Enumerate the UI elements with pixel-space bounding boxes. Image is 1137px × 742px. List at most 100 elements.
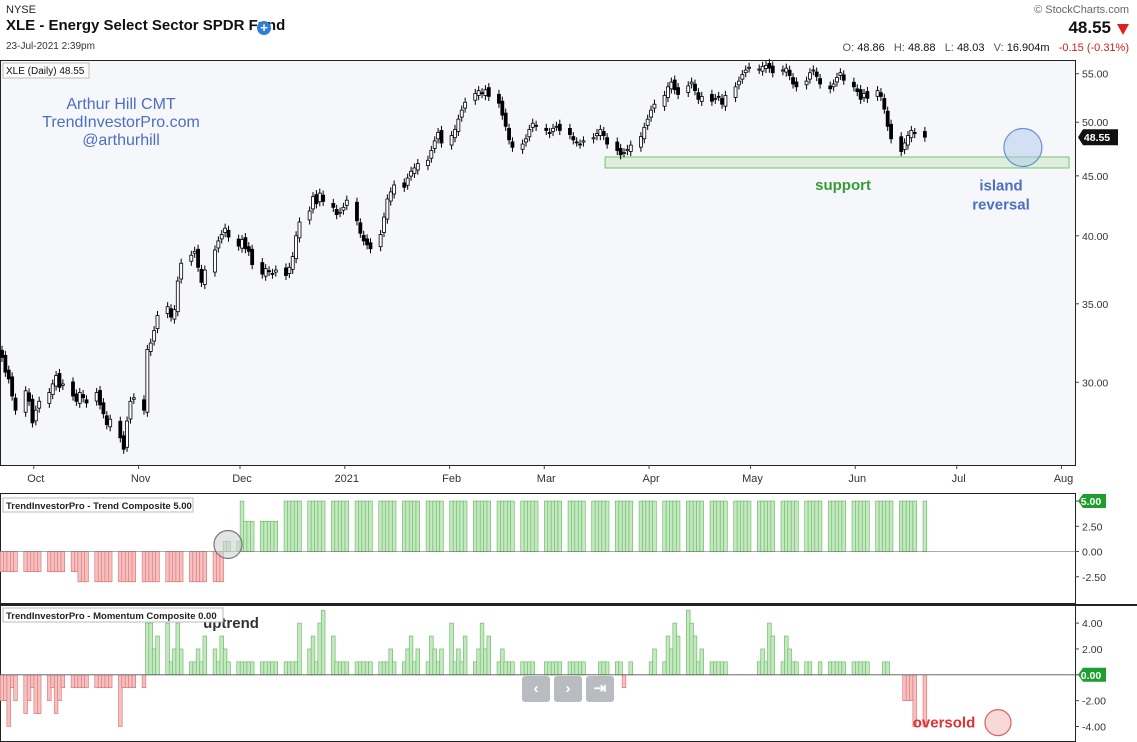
trend-bar xyxy=(628,500,633,552)
candle-body xyxy=(865,91,870,99)
candle-body xyxy=(652,103,657,109)
candle-body xyxy=(686,85,691,93)
island-reversal-marker xyxy=(1003,127,1043,168)
momentum-bar xyxy=(131,674,137,689)
candle-body xyxy=(267,270,271,273)
momentum-bar xyxy=(297,622,302,676)
candle-body xyxy=(716,95,721,98)
candle-body xyxy=(841,74,846,81)
next-button[interactable]: › xyxy=(554,676,582,702)
candle-body xyxy=(57,373,62,388)
candle-body xyxy=(121,435,126,450)
trend-legend: TrendInvestorPro - Trend Composite 5.00 xyxy=(6,501,192,512)
momentum-bar xyxy=(415,648,420,676)
candle-body xyxy=(382,216,386,233)
month-tick-label: Oct xyxy=(27,473,44,485)
low-label: L: xyxy=(944,42,954,54)
momentum-bar xyxy=(770,635,775,676)
momentum-bar xyxy=(439,648,444,676)
momentum-legend: TrendInvestorPro - Momentum Composite 0.… xyxy=(6,611,217,622)
candle-body xyxy=(409,170,413,177)
trend-legend-box xyxy=(2,497,194,513)
trend-bar xyxy=(699,500,704,552)
momentum-bar xyxy=(865,661,870,676)
candle-body xyxy=(710,93,714,102)
candle-body xyxy=(311,196,315,210)
candle-body xyxy=(165,306,170,314)
price-change: -0.15 (-0.31%) xyxy=(1058,42,1129,54)
candle-body xyxy=(581,140,586,143)
candle-body xyxy=(405,177,410,186)
trend-bar xyxy=(273,520,278,552)
price-tick-label: 45.00 xyxy=(1082,171,1108,183)
candle-body xyxy=(290,256,295,270)
trend-bar xyxy=(155,551,160,583)
month-tick-label: May xyxy=(742,473,763,485)
brand-label[interactable]: © StockCharts.com xyxy=(1034,4,1129,16)
candle-body xyxy=(625,149,630,152)
open-value: 48.86 xyxy=(857,42,885,54)
candle-body xyxy=(287,266,292,274)
last-price-tag xyxy=(1078,129,1118,146)
candle-body xyxy=(557,123,562,131)
candle-body xyxy=(101,402,106,415)
candle-body xyxy=(199,268,204,283)
end-button[interactable]: ⇥ xyxy=(586,676,614,702)
trend-bar xyxy=(320,500,326,552)
candle-body xyxy=(885,110,890,127)
candle-body xyxy=(818,78,822,85)
candle-body xyxy=(236,238,241,247)
candle-body xyxy=(71,381,75,397)
trend-bar xyxy=(652,500,657,552)
momentum-tick-label: -4.00 xyxy=(1082,721,1106,733)
prev-button[interactable]: ‹ xyxy=(522,676,550,702)
candle-body xyxy=(77,392,82,404)
month-tick-label: Jul xyxy=(952,473,966,485)
candle-body xyxy=(618,148,623,156)
momentum-tick-label: 2.00 xyxy=(1082,644,1103,656)
momentum-bar xyxy=(155,635,160,676)
chart-area: Arthur Hill CMTTrendInvestorPro.com@arth… xyxy=(0,58,1137,742)
candle-body xyxy=(10,376,15,397)
momentum-bar xyxy=(530,661,535,676)
momentum-bar xyxy=(841,661,846,676)
add-symbol-plus-icon[interactable]: + xyxy=(257,21,271,35)
trend-bar xyxy=(84,551,89,583)
candle-body xyxy=(131,397,136,400)
candle-body xyxy=(747,66,751,69)
candle-body xyxy=(392,184,397,195)
oversold-label: oversold xyxy=(913,715,976,732)
candle-body xyxy=(27,392,31,402)
momentum-bar xyxy=(618,661,623,676)
candle-body xyxy=(568,127,572,135)
trend-bar xyxy=(439,500,444,552)
momentum-bar xyxy=(13,674,18,701)
island-reversal-label: island xyxy=(979,177,1022,194)
candle-body xyxy=(628,144,633,152)
support-zone xyxy=(604,156,1070,169)
candle-body xyxy=(50,383,55,395)
candle-body xyxy=(544,127,549,131)
candle-body xyxy=(480,92,484,95)
candle-body xyxy=(699,96,704,102)
candle-body xyxy=(473,93,478,101)
momentum-bar xyxy=(652,648,657,676)
momentum-bar xyxy=(723,661,728,676)
candle-body xyxy=(767,63,772,69)
trend-bar xyxy=(510,500,515,552)
candle-body xyxy=(402,182,407,188)
island-reversal-label: reversal xyxy=(972,196,1030,213)
candle-body xyxy=(720,98,724,105)
price-tick-label: 55.00 xyxy=(1082,69,1108,81)
candle-body xyxy=(507,127,511,141)
trend-bar xyxy=(415,500,420,552)
candle-body xyxy=(909,130,914,139)
trend-last-tag xyxy=(1078,494,1106,509)
momentum-bar xyxy=(794,661,799,676)
trend-bar xyxy=(817,500,823,552)
trend-bar xyxy=(13,551,18,573)
momentum-legend-box xyxy=(2,607,224,623)
low-value: 48.03 xyxy=(956,42,985,54)
trend-bar xyxy=(557,500,562,552)
momentum-bar xyxy=(581,661,586,676)
